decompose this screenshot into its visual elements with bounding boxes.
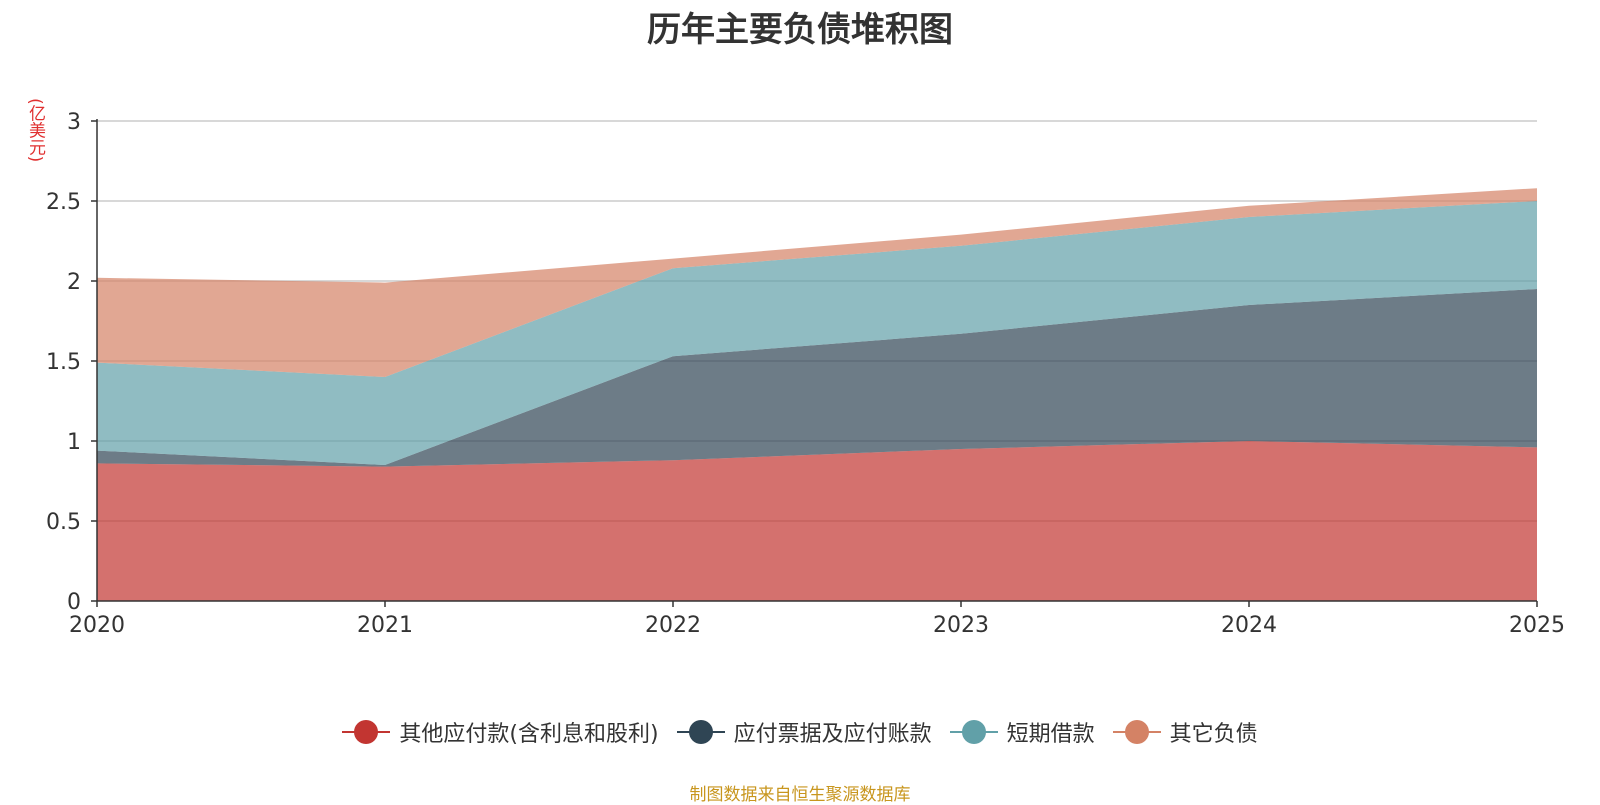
legend-label: 应付票据及应付账款 <box>733 722 932 747</box>
legend: 其他应付款(含利息和股利) 应付票据及应付账款 短期借款 其它负债 <box>0 716 1600 748</box>
area-3 <box>97 201 1537 465</box>
axes: 0 0.5 1 1.5 2 2.5 3 2020 2021 2022 2023 2024 2025 <box>46 110 1565 638</box>
legend-label: 其他应付款(含利息和股利) <box>399 722 659 747</box>
y-tick-label: 2.5 <box>46 190 81 215</box>
area-4 <box>97 188 1537 377</box>
area-series <box>97 188 1537 601</box>
y-tick-label: 1 <box>67 430 81 455</box>
x-tick-label: 2020 <box>69 613 125 638</box>
data-source-note: 制图数据来自恒生聚源数据库 <box>689 785 911 805</box>
y-tick-label: 1.5 <box>46 350 81 375</box>
legend-item-1[interactable]: 其他应付款(含利息和股利) <box>342 716 659 748</box>
legend-marker-icon <box>342 720 391 744</box>
y-tick-label: 0 <box>67 590 81 615</box>
y-tick-label: 2 <box>67 270 81 295</box>
legend-item-3[interactable]: 短期借款 <box>949 716 1095 748</box>
y-axis-unit: (亿美元) <box>25 98 45 163</box>
x-tick-label: 2021 <box>357 613 413 638</box>
legend-item-4[interactable]: 其它负债 <box>1112 716 1258 748</box>
y-tick-label: 0.5 <box>46 510 81 535</box>
legend-label: 短期借款 <box>1006 722 1095 747</box>
y-tick-label: 3 <box>67 110 81 135</box>
chart-title: 历年主要负债堆积图 <box>647 10 953 50</box>
legend-label: 其它负债 <box>1169 722 1258 747</box>
area-1 <box>97 441 1537 601</box>
x-tick-label: 2023 <box>933 613 989 638</box>
x-tick-label: 2025 <box>1509 613 1565 638</box>
x-tick-label: 2024 <box>1221 613 1277 638</box>
x-tick-label: 2022 <box>645 613 701 638</box>
area-2 <box>97 289 1537 467</box>
legend-item-2[interactable]: 应付票据及应付账款 <box>676 716 932 748</box>
legend-marker-icon <box>949 720 998 744</box>
legend-marker-icon <box>676 720 725 744</box>
legend-marker-icon <box>1112 720 1161 744</box>
